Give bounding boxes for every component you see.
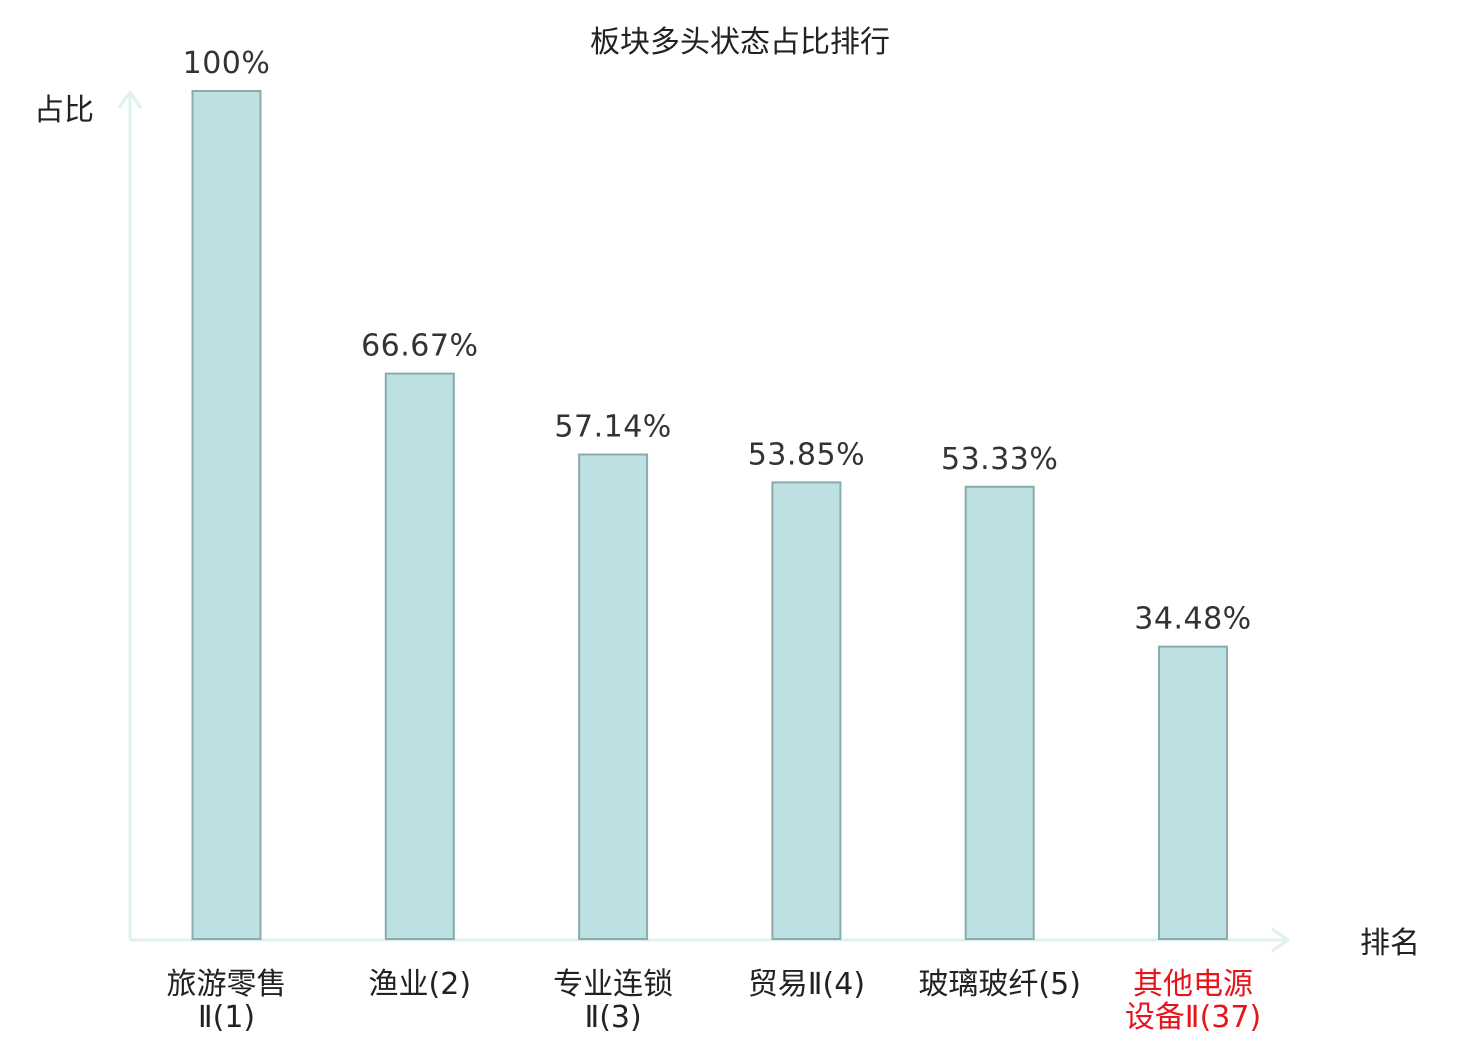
data-label: 53.85% xyxy=(748,437,865,472)
bar xyxy=(191,90,262,940)
bar xyxy=(964,485,1035,940)
category-tick-label: 其他电源 xyxy=(1133,967,1253,1002)
y-axis-label: 占比 xyxy=(34,93,94,128)
category-tick-label: 贸易Ⅱ(4) xyxy=(748,967,865,1002)
bar xyxy=(771,481,842,940)
category-tick-label: 渔业(2) xyxy=(369,967,472,1002)
bar xyxy=(1158,645,1228,940)
data-label: 34.48% xyxy=(1134,602,1251,637)
data-label: 100% xyxy=(183,46,271,81)
chart-title: 板块多头状态占比排行 xyxy=(590,25,890,60)
category-tick-label: 玻璃玻纤(5) xyxy=(918,967,1081,1002)
data-label: 53.33% xyxy=(941,442,1058,477)
data-label: 57.14% xyxy=(554,410,671,445)
bar xyxy=(384,372,455,941)
x-axis-label: 排名 xyxy=(1360,926,1420,961)
value-labels-group: 100% 66.67% 57.14% 53.85% 53.33% 34.48% xyxy=(183,46,1252,637)
x-axis-arrow xyxy=(1271,927,1290,953)
category-tick-label: Ⅱ(1) xyxy=(198,1000,255,1035)
y-axis-arrow xyxy=(117,90,143,109)
bars-group xyxy=(191,90,1228,941)
data-label: 66.67% xyxy=(361,329,478,364)
category-tick-label: 设备Ⅱ(37) xyxy=(1125,1000,1261,1035)
category-tick-label: 旅游零售 xyxy=(167,967,287,1002)
category-tick-label: Ⅱ(3) xyxy=(584,1000,641,1035)
category-tick-label: 专业连锁 xyxy=(553,967,673,1002)
bar xyxy=(578,453,649,940)
